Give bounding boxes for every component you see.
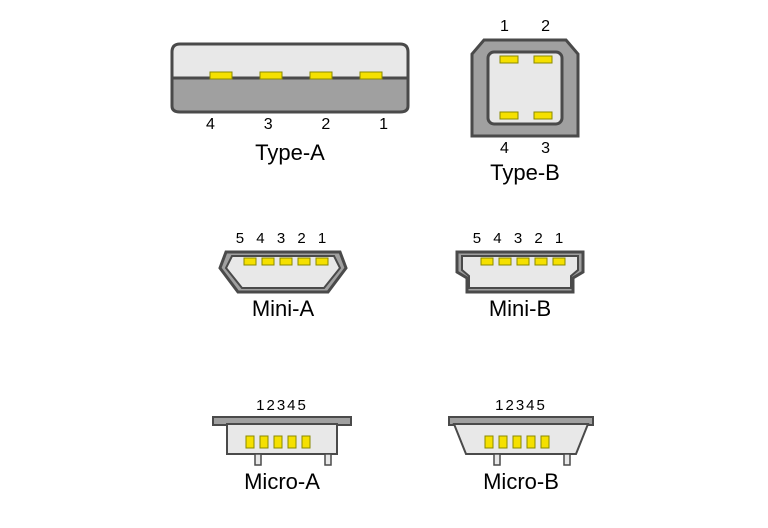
- mini-a-pin-numbers: 5 4 3 2 1: [218, 230, 348, 247]
- connector-mini-b: 5 4 3 2 1 Mini-B: [455, 232, 585, 322]
- type-a-label: Type-A: [170, 140, 410, 166]
- connector-micro-a: 12345 Micro-A: [212, 400, 352, 495]
- type-a-pin-numbers: 4321: [206, 116, 388, 134]
- connector-type-b: 12 43 Type-B: [470, 18, 580, 186]
- type-b-label: Type-B: [470, 160, 580, 186]
- connector-mini-a: 5 4 3 2 1 Mini-A: [218, 232, 348, 322]
- micro-b-diagram: [448, 416, 594, 467]
- micro-a-pin-numbers: 12345: [212, 397, 352, 414]
- type-b-bottom-pin-numbers: 43: [500, 140, 550, 158]
- mini-b-pin-numbers: 5 4 3 2 1: [455, 230, 585, 247]
- micro-b-pin-numbers: 12345: [448, 397, 594, 414]
- mini-b-diagram: [455, 250, 585, 294]
- type-b-top-pin-numbers: 12: [500, 18, 550, 36]
- type-a-diagram: [170, 42, 410, 114]
- micro-b-label: Micro-B: [448, 469, 594, 495]
- micro-a-label: Micro-A: [212, 469, 352, 495]
- type-b-diagram: [470, 38, 580, 138]
- connector-type-a: 4321 Type-A: [170, 42, 410, 166]
- mini-b-label: Mini-B: [455, 296, 585, 322]
- micro-a-diagram: [212, 416, 352, 467]
- connector-micro-b: 12345 Micro-B: [448, 400, 594, 495]
- mini-a-label: Mini-A: [218, 296, 348, 322]
- mini-a-diagram: [218, 250, 348, 294]
